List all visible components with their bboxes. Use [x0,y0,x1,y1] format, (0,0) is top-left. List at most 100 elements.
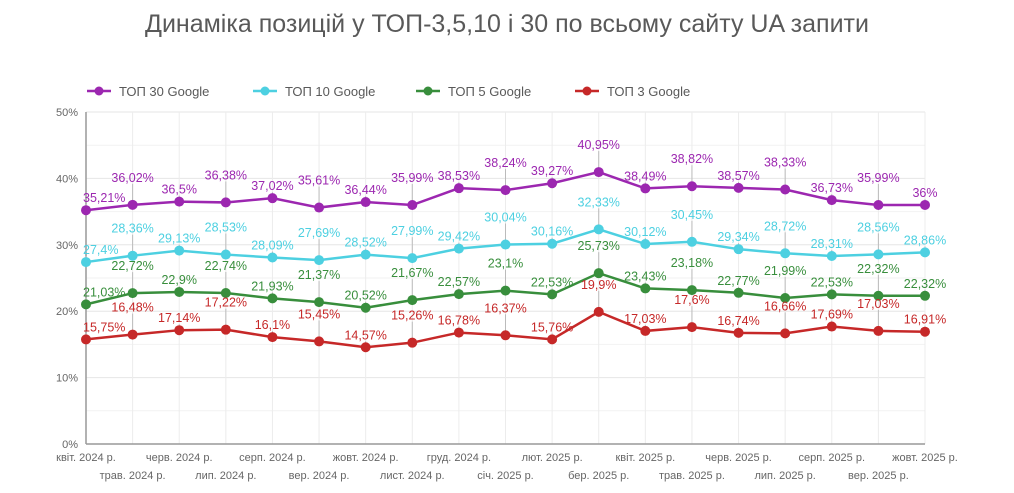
data-point [686,322,697,333]
data-label: 29,34% [717,230,759,244]
x-tick-label: вер. 2025 р. [848,470,909,482]
data-label: 35,21% [83,191,125,205]
x-tick-label: лист. 2024 р. [380,470,445,482]
y-tick-label: 50% [56,107,78,119]
data-point [733,327,744,338]
data-label: 21,03% [83,285,125,299]
data-point [500,239,511,250]
data-point [593,167,604,178]
data-label: 17,69% [811,308,853,322]
data-label: 36,02% [111,171,153,185]
data-label: 28,31% [811,237,853,251]
data-point [220,249,231,260]
data-point [360,197,371,208]
x-tick-label: трав. 2025 р. [659,470,725,482]
data-label: 17,6% [674,293,709,307]
x-tick-label: вер. 2024 р. [289,470,350,482]
data-label: 35,61% [298,174,340,188]
data-point [920,199,930,210]
data-point [314,297,325,308]
data-point [360,342,371,353]
data-point [547,178,558,189]
data-label: 36,38% [205,168,247,182]
data-label: 22,57% [438,275,480,289]
data-label: 25,73% [578,239,620,253]
data-label: 32,33% [578,195,620,209]
data-point [593,306,604,317]
data-label: 29,42% [438,230,480,244]
data-point [826,321,837,332]
data-point [81,257,91,268]
x-tick-label: квіт. 2025 р. [615,452,675,464]
data-point [453,327,464,338]
data-point [640,183,651,194]
data-point [220,197,231,208]
data-point [686,285,697,296]
data-point [640,239,651,250]
x-tick-label: трав. 2024 р. [100,470,166,482]
data-label: 35,99% [857,171,899,185]
x-tick-label: черв. 2025 р. [705,452,772,464]
data-label: 17,14% [158,311,200,325]
data-point [873,249,884,260]
data-point [780,292,791,303]
data-point [267,332,278,343]
data-label: 28,36% [111,222,153,236]
data-point [407,200,418,211]
x-tick-label: лют. 2025 р. [522,452,583,464]
data-point [780,328,791,339]
data-point [127,288,138,299]
data-label: 22,72% [111,259,153,273]
data-point [920,326,930,337]
y-tick-label: 0% [62,439,78,451]
data-point [686,181,697,192]
data-label: 16,66% [764,299,806,313]
data-label: 38,57% [717,169,759,183]
x-tick-label: квіт. 2024 р. [56,452,116,464]
data-point [174,325,185,336]
data-point [220,324,231,335]
data-label: 28,09% [251,238,293,252]
data-label: 36,5% [161,183,196,197]
data-point [640,325,651,336]
data-point [780,248,791,259]
data-label: 28,86% [904,233,946,247]
data-point [174,286,185,297]
data-point [826,195,837,206]
data-point [407,295,418,306]
data-label: 22,77% [717,274,759,288]
data-label: 39,27% [531,164,573,178]
x-tick-label: серп. 2025 р. [799,452,866,464]
data-label: 30,12% [624,225,666,239]
data-label: 23,1% [488,257,523,271]
data-point [780,184,791,195]
data-label: 27,69% [298,226,340,240]
data-label: 28,56% [857,220,899,234]
data-label: 21,67% [391,266,433,280]
legend-marker [94,86,104,96]
data-point [826,289,837,300]
data-label: 28,53% [205,221,247,235]
x-tick-label: лип. 2025 р. [754,470,815,482]
data-label: 28,72% [764,219,806,233]
data-point [314,336,325,347]
data-label: 22,74% [205,259,247,273]
data-point [453,243,464,254]
data-point [174,245,185,256]
data-label: 38,53% [438,169,480,183]
data-point [314,255,325,266]
x-tick-label: січ. 2025 р. [477,470,534,482]
data-point [220,288,231,299]
data-point [547,289,558,300]
data-label: 22,32% [904,277,946,291]
legend-label: ТОП 30 Google [119,84,209,99]
data-label: 38,82% [671,152,713,166]
chart-title: Динаміка позицій у ТОП-3,5,10 і 30 по вс… [145,10,869,38]
data-point [500,285,511,296]
data-label: 30,45% [671,208,713,222]
data-label: 15,75% [83,320,125,334]
data-point [640,283,651,294]
x-tick-label: серп. 2024 р. [239,452,306,464]
data-label: 37,02% [251,179,293,193]
